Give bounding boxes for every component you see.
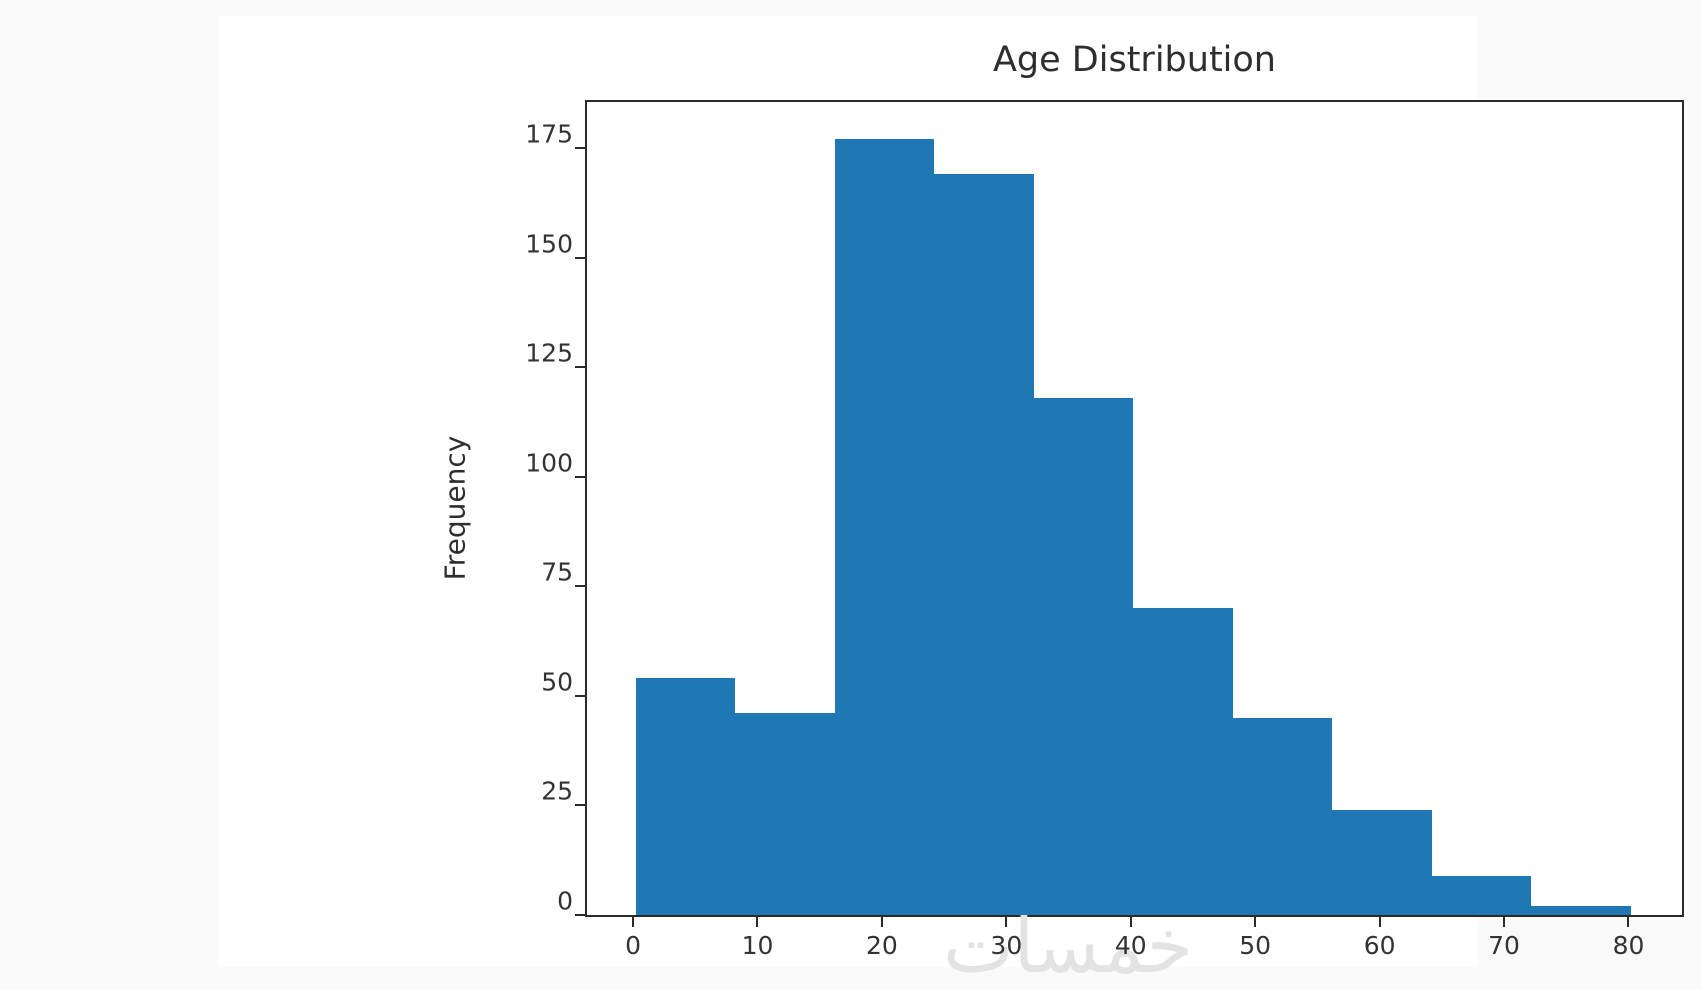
watermark-text: خمسات (942, 902, 1194, 990)
y-tick-label: 75 (541, 557, 573, 587)
chart-figure: Age Distribution Frequency خمسات 0 10 20 30… (218, 16, 1684, 990)
y-tick-label: 125 (525, 338, 573, 368)
y-tick-label: 175 (525, 119, 573, 149)
y-tick-mark (575, 694, 585, 697)
y-tick-label: 0 (557, 886, 573, 916)
x-tick-mark (756, 917, 759, 927)
x-tick-label: 80 (1612, 931, 1645, 960)
plot-area: 0 10 20 30 40 50 60 70 80 0 25 50 75 100 125 150 175 (525, 100, 1684, 960)
x-tick-label: 30 (990, 931, 1023, 960)
histogram-bar (1033, 397, 1134, 915)
x-tick-mark (1129, 917, 1132, 927)
histogram-bar (1431, 875, 1532, 915)
y-tick-mark (575, 256, 585, 259)
histogram-bar (735, 713, 835, 915)
histogram-bar (1133, 608, 1233, 915)
y-axis-label: Frequency (438, 435, 472, 581)
y-tick-mark (575, 475, 585, 478)
x-tick-mark (1627, 917, 1630, 927)
y-tick-mark (575, 147, 585, 150)
x-tick-label: 60 (1363, 931, 1396, 960)
x-tick-label: 50 (1239, 931, 1272, 960)
x-tick-label: 20 (865, 931, 898, 960)
y-tick-label: 150 (525, 229, 573, 259)
x-tick-label: 10 (741, 931, 774, 960)
x-tick-mark (632, 917, 635, 927)
x-tick-label: 0 (625, 931, 641, 960)
y-tick-label: 25 (541, 776, 573, 806)
chart-title: Age Distribution (992, 40, 1276, 80)
x-tick-mark (1503, 917, 1506, 927)
y-tick-mark (575, 585, 585, 588)
x-tick-mark (1005, 917, 1008, 927)
histogram-bar (635, 678, 736, 915)
histogram-bar (1232, 717, 1333, 915)
y-tick-mark (575, 914, 585, 916)
histogram-bar (934, 174, 1034, 915)
x-tick-label: 70 (1488, 931, 1520, 960)
x-tick-mark (1254, 917, 1257, 927)
histogram-bar (1332, 809, 1432, 915)
histogram-bar (834, 139, 935, 915)
x-tick-mark (880, 917, 883, 927)
x-tick-label: 40 (1114, 931, 1147, 960)
y-tick-mark (575, 366, 585, 369)
histogram-bar (1531, 906, 1631, 915)
y-tick-label: 50 (541, 667, 573, 697)
y-tick-label: 100 (525, 448, 573, 478)
x-tick-mark (1378, 917, 1381, 927)
y-tick-mark (575, 804, 585, 807)
